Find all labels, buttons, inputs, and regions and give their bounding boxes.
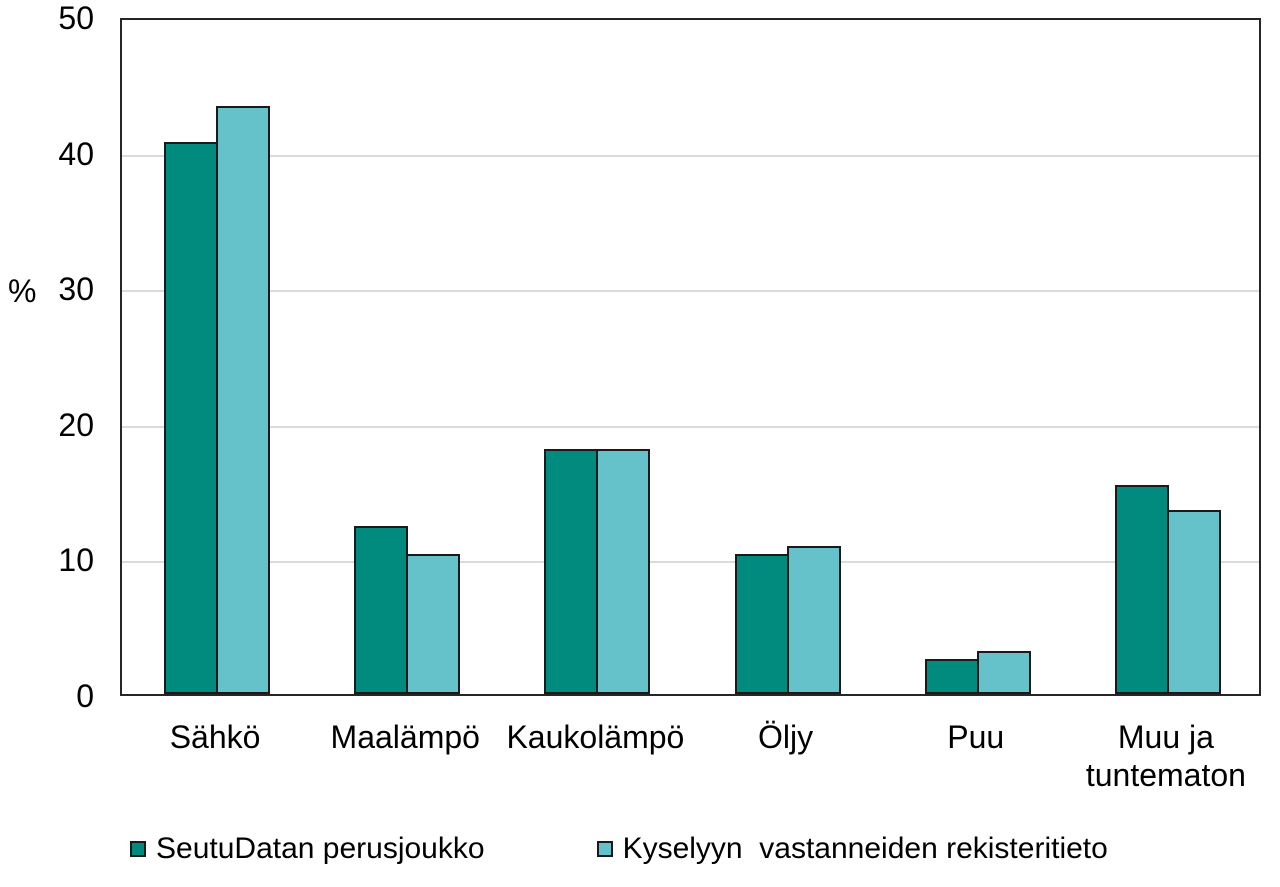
- bar-series2-6: [1166, 509, 1221, 694]
- legend-item-series2: Kyselyyn vastanneiden rekisteritieto: [596, 831, 1108, 867]
- gridline: [122, 290, 1259, 293]
- y-axis-tick-label: 20: [58, 406, 94, 443]
- y-axis-tick-label: 10: [58, 542, 94, 579]
- bar-series1-3: [544, 448, 599, 694]
- bar-group: [1073, 20, 1263, 694]
- bar-group: [312, 20, 502, 694]
- bar-group: [883, 20, 1073, 694]
- x-axis-label: Sähkö: [169, 719, 261, 755]
- bar-series2-5: [976, 650, 1031, 694]
- x-axis-label: Kaukolämpö: [506, 719, 685, 755]
- y-axis-tick-label: 40: [58, 135, 94, 172]
- bar-series2-2: [406, 554, 461, 694]
- bar-series1-2: [354, 525, 409, 694]
- bar-series1-4: [734, 554, 789, 694]
- legend-item-series1: SeutuDatan perusjoukko: [130, 831, 485, 867]
- bar-series2-3: [596, 448, 651, 694]
- bar-series1-1: [164, 142, 219, 694]
- gridline: [122, 561, 1259, 564]
- y-axis-tick-label: 50: [58, 0, 94, 36]
- bar-series2-4: [786, 546, 841, 694]
- x-axis-label: Öljy: [758, 719, 814, 755]
- bar-group: [693, 20, 883, 694]
- x-axis-label: Maalämpö: [330, 719, 480, 755]
- bar-series1-6: [1114, 485, 1169, 694]
- gridline: [122, 154, 1259, 157]
- bar-group: [122, 20, 312, 694]
- y-axis-unit-label: %: [8, 273, 37, 309]
- x-axis-label: Puu: [947, 719, 1005, 755]
- legend-swatch: [596, 841, 613, 857]
- y-axis-tick-label: 30: [58, 271, 94, 308]
- y-axis-tick-label: 0: [76, 678, 94, 714]
- legend-label: Kyselyyn vastanneiden rekisteritieto: [622, 832, 1108, 865]
- legend-swatch: [130, 841, 146, 857]
- bar-group: [502, 20, 692, 694]
- legend-label: SeutuDatan perusjoukko: [156, 832, 485, 865]
- gridline: [122, 425, 1259, 428]
- plot-area: [120, 18, 1261, 696]
- x-axis-label: Muu ja tuntematon: [1085, 719, 1246, 793]
- legend: SeutuDatan perusjoukko Kyselyyn vastannei…: [130, 831, 1108, 867]
- bar-series2-1: [216, 105, 271, 694]
- bar-series1-5: [924, 658, 979, 694]
